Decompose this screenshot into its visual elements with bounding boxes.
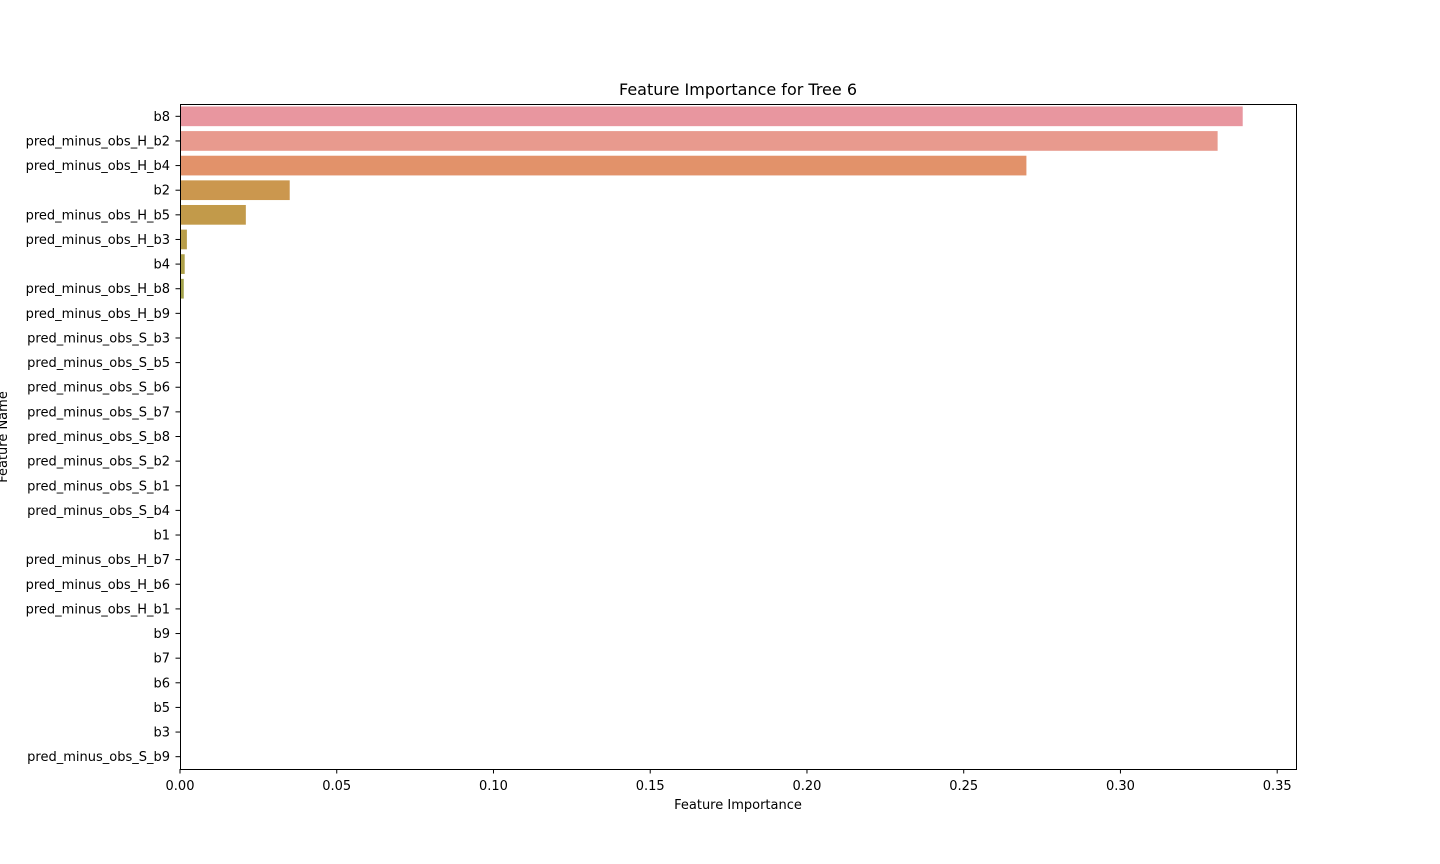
y-tick-label: pred_minus_obs_S_b8	[27, 430, 170, 445]
x-tick-label: 0.35	[1263, 779, 1292, 794]
bar	[180, 254, 185, 274]
x-tick-label: 0.05	[322, 779, 351, 794]
bar	[180, 155, 1027, 176]
y-tick-label: pred_minus_obs_H_b7	[26, 553, 170, 568]
bar	[180, 131, 1218, 151]
y-tick-label: pred_minus_obs_H_b2	[26, 134, 170, 149]
y-tick-label: b2	[153, 184, 170, 199]
chart-title: Feature Importance for Tree 6	[619, 80, 857, 99]
x-tick-label: 0.25	[949, 779, 978, 794]
x-tick-label: 0.15	[636, 779, 665, 794]
y-tick-label: b8	[153, 110, 170, 125]
x-tick-label: 0.30	[1106, 779, 1135, 794]
y-tick-label: pred_minus_obs_S_b3	[27, 331, 170, 346]
y-tick-labels: b8 pred_minus_obs_H_b2 pred_minus_obs_H_b4…	[26, 110, 180, 765]
y-tick-label: b4	[153, 258, 170, 273]
y-axis-label: Feature Name	[0, 391, 11, 483]
y-tick-label: pred_minus_obs_H_b1	[26, 602, 170, 617]
bars-layer	[180, 106, 1243, 299]
y-tick-label: b1	[153, 529, 170, 544]
y-tick-label: b9	[153, 627, 170, 642]
bar	[180, 278, 184, 299]
y-tick-label: pred_minus_obs_S_b2	[27, 455, 170, 470]
x-tick-label: 0.10	[479, 779, 508, 794]
y-tick-label: b7	[153, 652, 170, 667]
plot-area-frame	[180, 104, 1297, 770]
y-tick-label: pred_minus_obs_S_b4	[27, 504, 170, 519]
y-tick-label: pred_minus_obs_S_b7	[27, 405, 170, 420]
bar	[180, 204, 246, 225]
y-tick-label: pred_minus_obs_H_b8	[26, 282, 170, 297]
y-tick-label: pred_minus_obs_H_b9	[26, 307, 170, 322]
y-tick-label: b3	[153, 726, 170, 741]
y-tick-label: pred_minus_obs_H_b5	[26, 208, 170, 223]
bar	[180, 106, 1243, 127]
x-tick-label: 0.20	[792, 779, 821, 794]
y-tick-label: pred_minus_obs_S_b6	[27, 381, 170, 396]
x-tick-label: 0.00	[166, 779, 195, 794]
bar	[180, 180, 290, 201]
bar	[180, 229, 187, 250]
x-tick-labels: 0.00 0.05 0.10 0.15 0.20 0.25 0.30 0.35	[166, 769, 1292, 794]
y-tick-label: pred_minus_obs_S_b5	[27, 356, 170, 371]
y-tick-label: pred_minus_obs_S_b9	[27, 750, 170, 765]
y-tick-label: b6	[153, 676, 170, 691]
y-tick-label: b5	[153, 701, 170, 716]
y-tick-label: pred_minus_obs_H_b4	[26, 159, 170, 174]
y-tick-label: pred_minus_obs_H_b3	[26, 233, 170, 248]
y-tick-label: pred_minus_obs_H_b6	[26, 578, 170, 593]
x-axis-label: Feature Importance	[674, 798, 802, 813]
y-tick-label: pred_minus_obs_S_b1	[27, 479, 170, 494]
